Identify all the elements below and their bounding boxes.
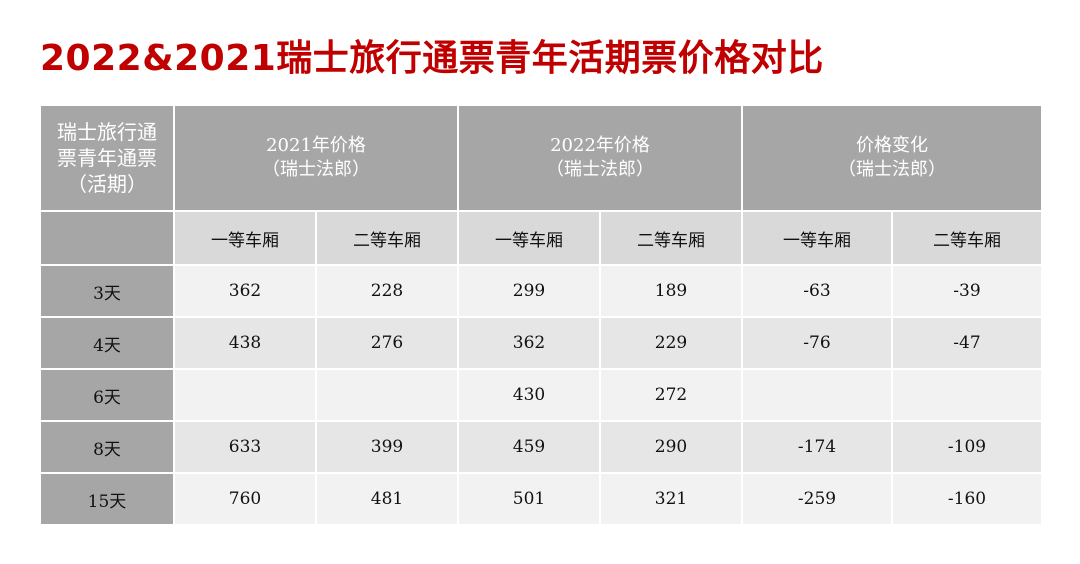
subheader-cell: 二等车厢: [599, 210, 743, 266]
price-comparison-table: 瑞士旅行通 票青年通票 （活期） 2021年价格 （瑞士法郎） 2022年价格 …: [39, 104, 1043, 526]
subheader-cell: 一等车厢: [741, 210, 893, 266]
table-cell: 481: [315, 472, 459, 526]
table-cell: 501: [457, 472, 601, 526]
table-cell: -76: [741, 316, 893, 370]
table-cell: -63: [741, 264, 893, 318]
corner-line: 票青年通票: [57, 146, 157, 170]
table-cell: 229: [599, 316, 743, 370]
table-cell: 290: [599, 420, 743, 474]
table-cell: -259: [741, 472, 893, 526]
subheader-cell: 二等车厢: [315, 210, 459, 266]
group-header-change: 价格变化 （瑞士法郎）: [741, 104, 1043, 212]
group-title: 价格变化: [856, 135, 928, 156]
table-cell: 228: [315, 264, 459, 318]
row-label: 3天: [39, 264, 175, 318]
table-cell: -47: [891, 316, 1043, 370]
table-row: 3天 362 228 299 189 -63 -39: [39, 264, 1043, 318]
table-cell: 299: [457, 264, 601, 318]
row-label: 15天: [39, 472, 175, 526]
subheader-cell: 一等车厢: [173, 210, 317, 266]
corner-line: 瑞士旅行通: [57, 120, 157, 144]
row-label: 8天: [39, 420, 175, 474]
group-unit: （瑞士法郎）: [262, 159, 370, 180]
group-unit: （瑞士法郎）: [838, 159, 946, 180]
table-cell: [315, 368, 459, 422]
row-label: 4天: [39, 316, 175, 370]
table-cell: 321: [599, 472, 743, 526]
table-cell: -160: [891, 472, 1043, 526]
table-row: 8天 633 399 459 290 -174 -109: [39, 420, 1043, 474]
empty-corner-cell: [39, 210, 175, 266]
table-cell: 276: [315, 316, 459, 370]
table-cell: 362: [173, 264, 317, 318]
table-cell: 399: [315, 420, 459, 474]
table-cell: [741, 368, 893, 422]
group-title: 2022年价格: [550, 135, 650, 156]
subheader-cell: 二等车厢: [891, 210, 1043, 266]
group-unit: （瑞士法郎）: [546, 159, 654, 180]
table-row: 4天 438 276 362 229 -76 -47: [39, 316, 1043, 370]
page-title: 2022&2021瑞士旅行通票青年活期票价格对比: [40, 38, 824, 79]
table-cell: 760: [173, 472, 317, 526]
table-cell: [173, 368, 317, 422]
table-cell: 189: [599, 264, 743, 318]
subheader-row: 一等车厢 二等车厢 一等车厢 二等车厢 一等车厢 二等车厢: [39, 210, 1043, 266]
table-cell: -109: [891, 420, 1043, 474]
corner-line: （活期）: [67, 172, 147, 196]
table-row: 15天 760 481 501 321 -259 -160: [39, 472, 1043, 526]
group-header-2021: 2021年价格 （瑞士法郎）: [173, 104, 459, 212]
table-cell: -39: [891, 264, 1043, 318]
table-cell: 272: [599, 368, 743, 422]
row-label: 6天: [39, 368, 175, 422]
table-cell: [891, 368, 1043, 422]
table-row: 6天 430 272: [39, 368, 1043, 422]
subheader-cell: 一等车厢: [457, 210, 601, 266]
corner-header: 瑞士旅行通 票青年通票 （活期）: [39, 104, 175, 212]
table-cell: 430: [457, 368, 601, 422]
table-cell: -174: [741, 420, 893, 474]
group-header-2022: 2022年价格 （瑞士法郎）: [457, 104, 743, 212]
group-title: 2021年价格: [266, 135, 366, 156]
table-cell: 459: [457, 420, 601, 474]
table-cell: 633: [173, 420, 317, 474]
header-row: 瑞士旅行通 票青年通票 （活期） 2021年价格 （瑞士法郎） 2022年价格 …: [39, 104, 1043, 212]
table-cell: 438: [173, 316, 317, 370]
table-cell: 362: [457, 316, 601, 370]
